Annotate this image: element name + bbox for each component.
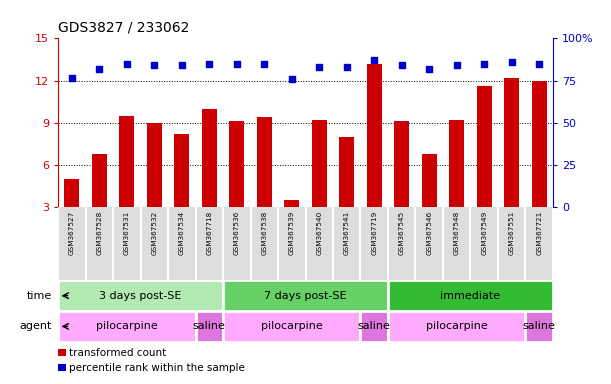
Bar [388,311,525,342]
Text: GSM367539: GSM367539 [289,211,295,255]
Text: agent: agent [20,321,52,331]
Bar [147,123,162,207]
Point [67,75,77,81]
Text: GSM367546: GSM367546 [426,211,432,255]
Point [452,62,462,68]
Text: GSM367545: GSM367545 [399,211,404,255]
Text: pilocarpine: pilocarpine [426,321,488,331]
Point [95,66,104,73]
Bar [422,154,437,207]
Text: 3 days post-SE: 3 days post-SE [100,291,181,301]
Point [177,62,187,68]
Point [232,61,242,67]
Point [507,59,517,65]
Text: pilocarpine: pilocarpine [96,321,158,331]
Point [342,63,352,70]
Text: GSM367531: GSM367531 [124,211,130,255]
Text: GSM367540: GSM367540 [316,211,322,255]
Text: GSM367538: GSM367538 [262,211,267,255]
Bar [339,137,354,207]
Text: transformed count: transformed count [69,348,166,358]
Bar [394,121,409,207]
Bar [477,86,492,207]
Bar [229,121,244,207]
Bar [312,120,327,207]
Point [534,61,544,67]
Bar [223,311,360,342]
Text: immediate: immediate [441,291,500,301]
Bar [92,154,107,207]
Text: 7 days post-SE: 7 days post-SE [264,291,347,301]
Bar [388,280,553,311]
Bar [64,179,79,207]
Text: GSM367528: GSM367528 [97,211,102,255]
Bar [202,109,217,207]
Point [424,66,434,73]
Text: time: time [27,291,52,301]
Text: GSM367532: GSM367532 [152,211,157,255]
Bar [449,120,464,207]
Text: GSM367541: GSM367541 [344,211,349,255]
Text: saline: saline [358,321,390,331]
Point [122,61,132,67]
Point [204,61,214,67]
Bar [58,280,223,311]
Bar [174,134,189,207]
Text: GSM367719: GSM367719 [371,211,377,255]
Text: GSM367536: GSM367536 [234,211,240,255]
Point [397,62,407,68]
Bar [525,311,553,342]
Bar [532,81,547,207]
Text: percentile rank within the sample: percentile rank within the sample [69,363,245,373]
Point [259,61,269,67]
Bar [284,200,299,207]
Text: GSM367534: GSM367534 [179,211,185,255]
Point [480,61,489,67]
Text: pilocarpine: pilocarpine [261,321,323,331]
Text: saline: saline [523,321,555,331]
Text: GSM367718: GSM367718 [207,211,212,255]
Point [287,76,297,82]
Text: GSM367549: GSM367549 [481,211,487,255]
Text: GDS3827 / 233062: GDS3827 / 233062 [58,21,189,35]
Point [315,63,324,70]
Bar [119,116,134,207]
Text: GSM367551: GSM367551 [509,211,514,255]
Text: GSM367527: GSM367527 [69,211,75,255]
Text: GSM367548: GSM367548 [454,211,459,255]
Bar [58,311,196,342]
Bar [257,117,272,207]
Bar [360,311,388,342]
Text: saline: saline [193,321,225,331]
Bar [367,64,382,207]
Bar [504,78,519,207]
Bar [223,280,388,311]
Bar [196,311,223,342]
Text: GSM367721: GSM367721 [536,211,542,255]
Point [149,62,159,68]
Point [369,56,379,63]
